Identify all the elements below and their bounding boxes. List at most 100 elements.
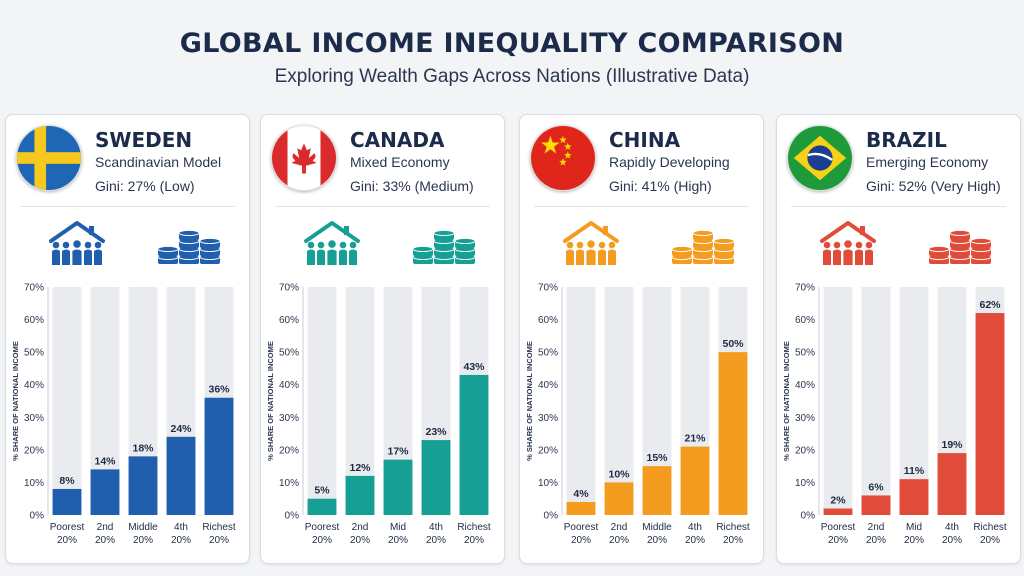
bar (604, 482, 634, 515)
brazil-flag-icon (787, 125, 853, 191)
gini-value: Gini: 41% (High) (609, 178, 712, 194)
y-tick-label: 40% (538, 380, 558, 391)
category-label: Middle 20% (128, 522, 158, 546)
bar (52, 488, 82, 515)
y-tick-label: 20% (538, 445, 558, 456)
y-tick-label: 60% (795, 315, 815, 326)
category-label: 2nd 20% (95, 522, 115, 546)
category-label: Poorest 20% (564, 522, 599, 546)
bar-background (899, 287, 929, 515)
bar-value-label: 15% (646, 452, 668, 464)
bar (937, 453, 967, 515)
y-tick-label: 0% (285, 511, 300, 522)
household-group-icon (563, 221, 619, 265)
y-tick-label: 40% (795, 380, 815, 391)
bar (421, 440, 451, 515)
bar-value-label: 14% (94, 455, 116, 467)
economy-model: Scandinavian Model (95, 154, 222, 170)
y-tick-label: 40% (24, 380, 44, 391)
y-tick-label: 70% (24, 283, 44, 294)
y-tick-label: 30% (279, 413, 299, 424)
y-tick-label: 20% (795, 445, 815, 456)
bar-value-label: 8% (59, 475, 75, 487)
country-panel-canada: CANADA Mixed Economy Gini: 33% (Medium) … (260, 114, 505, 564)
y-tick-label: 10% (24, 478, 44, 489)
category-label: Mid 20% (904, 522, 924, 546)
sweden-flag-icon (16, 125, 82, 191)
bar-value-label: 18% (132, 442, 154, 454)
coin-stacks-icon (928, 229, 992, 264)
category-label: Poorest 20% (305, 522, 340, 546)
y-axis-label: % SHARE OF NATIONAL INCOME (782, 341, 791, 461)
bar-value-label: 5% (314, 485, 330, 497)
divider (20, 206, 235, 207)
y-tick-label: 70% (279, 283, 299, 294)
bar (718, 352, 748, 515)
category-label: 2nd 20% (350, 522, 370, 546)
economy-model: Rapidly Developing (609, 154, 730, 170)
bar-value-label: 17% (387, 446, 409, 458)
bar-value-label: 10% (608, 468, 630, 480)
bar-background (823, 287, 853, 515)
bar-background (566, 287, 596, 515)
bar (680, 446, 710, 515)
y-tick-label: 10% (795, 478, 815, 489)
bar (642, 466, 672, 515)
y-tick-label: 0% (30, 511, 45, 522)
category-label: Poorest 20% (50, 522, 85, 546)
y-tick-label: 60% (24, 315, 44, 326)
y-tick-label: 60% (538, 315, 558, 326)
y-tick-label: 70% (538, 283, 558, 294)
bar-background (52, 287, 82, 515)
y-tick-label: 30% (538, 413, 558, 424)
bar-value-label: 19% (941, 439, 963, 451)
bar (128, 456, 158, 515)
y-tick-label: 20% (279, 445, 299, 456)
category-label: 4th 20% (426, 522, 446, 546)
gini-value: Gini: 27% (Low) (95, 178, 195, 194)
canada-flag-icon (271, 125, 337, 191)
bar (861, 495, 891, 515)
bar-value-label: 50% (722, 338, 744, 350)
coin-stacks-icon (157, 229, 221, 264)
y-tick-label: 50% (795, 348, 815, 359)
bar (383, 459, 413, 515)
bar-value-label: 12% (349, 462, 371, 474)
income-share-chart: % SHARE OF NATIONAL INCOME 0% 10% 20% 30% 40%… (520, 275, 765, 565)
household-group-icon (49, 221, 105, 265)
category-label: Richest 20% (716, 522, 750, 546)
category-label: 4th 20% (685, 522, 705, 546)
bar-value-label: 11% (904, 465, 925, 477)
bar (459, 374, 489, 515)
y-tick-label: 50% (24, 348, 44, 359)
y-tick-label: 70% (795, 283, 815, 294)
china-flag-icon (530, 125, 596, 191)
divider (534, 206, 749, 207)
y-tick-label: 20% (24, 445, 44, 456)
divider (791, 206, 1006, 207)
divider (275, 206, 490, 207)
y-tick-label: 50% (538, 348, 558, 359)
country-name: CHINA (609, 128, 681, 152)
bar-background (307, 287, 337, 515)
category-label: 2nd 20% (609, 522, 629, 546)
category-label: Poorest 20% (821, 522, 856, 546)
bar-value-label: 43% (463, 361, 485, 373)
household-group-icon (820, 221, 876, 265)
gini-value: Gini: 52% (Very High) (866, 178, 1001, 194)
bar-value-label: 4% (573, 488, 589, 500)
bar (975, 313, 1005, 515)
bar-background (861, 287, 891, 515)
category-label: 2nd 20% (866, 522, 886, 546)
bar-background (604, 287, 634, 515)
bar (823, 508, 853, 515)
y-tick-label: 10% (279, 478, 299, 489)
country-name: SWEDEN (95, 128, 193, 152)
household-group-icon (304, 221, 360, 265)
country-panel-sweden: SWEDEN Scandinavian Model Gini: 27% (Low… (5, 114, 250, 564)
coin-stacks-icon (412, 229, 476, 264)
y-tick-label: 60% (279, 315, 299, 326)
bar-value-label: 23% (425, 426, 447, 438)
y-tick-label: 10% (538, 478, 558, 489)
economy-model: Emerging Economy (866, 154, 989, 170)
